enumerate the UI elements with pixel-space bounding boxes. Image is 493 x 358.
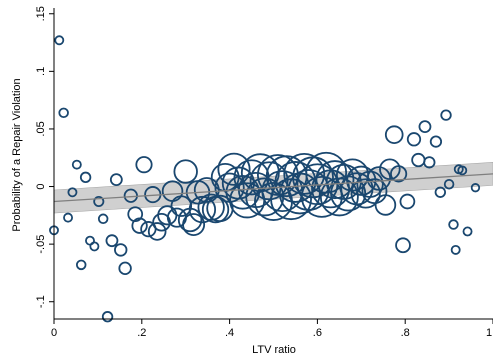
- y-tick-label-5: .15: [35, 6, 47, 21]
- data-point-40: [217, 152, 251, 186]
- data-point-61: [305, 151, 348, 194]
- data-point-1: [54, 35, 65, 46]
- y-tick-label-0: -.1: [35, 295, 47, 308]
- data-point-23: [147, 222, 167, 241]
- data-point-72: [361, 178, 388, 205]
- data-point-13: [105, 234, 119, 248]
- data-point-7: [79, 171, 92, 183]
- data-point-46: [240, 153, 280, 193]
- data-point-86: [440, 109, 452, 121]
- data-point-84: [429, 135, 443, 148]
- data-point-88: [448, 219, 459, 230]
- x-tick-label-4: .8: [401, 327, 410, 339]
- x-tick-label-1: .2: [137, 327, 146, 339]
- data-point-82: [418, 120, 432, 134]
- x-tick-label-3: .6: [313, 327, 322, 339]
- data-point-9: [89, 241, 100, 252]
- data-point-3: [63, 212, 73, 223]
- data-point-87: [443, 178, 455, 190]
- data-point-20: [135, 156, 153, 174]
- data-point-63: [315, 160, 355, 200]
- data-point-29: [173, 159, 198, 184]
- data-point-6: [75, 259, 87, 271]
- data-point-89: [450, 244, 461, 255]
- x-tick-label-5: 1: [486, 327, 492, 339]
- data-point-28: [170, 195, 193, 217]
- data-point-76: [384, 125, 404, 145]
- x-tick-label-2: .4: [225, 327, 234, 339]
- data-point-48: [249, 161, 289, 201]
- y-tick-label-2: 0: [35, 183, 47, 189]
- points-layer: [49, 35, 481, 323]
- data-point-18: [127, 206, 144, 223]
- data-point-91: [457, 165, 468, 176]
- data-point-83: [423, 156, 436, 169]
- data-point-78: [395, 237, 411, 254]
- data-point-56: [283, 152, 326, 195]
- data-point-79: [399, 193, 416, 210]
- data-point-92: [462, 226, 473, 237]
- data-point-75: [379, 158, 401, 181]
- data-point-35: [197, 193, 225, 221]
- x-tick-label-0: 0: [51, 327, 57, 339]
- data-point-80: [406, 132, 422, 147]
- y-tick-label-3: .05: [35, 121, 47, 136]
- data-point-85: [434, 186, 446, 198]
- data-point-4: [67, 187, 78, 198]
- data-point-93: [470, 183, 481, 193]
- data-point-2: [58, 107, 69, 119]
- data-point-19: [131, 217, 148, 234]
- data-point-14: [109, 173, 123, 187]
- data-point-12: [101, 311, 114, 323]
- data-point-77: [390, 165, 408, 183]
- data-point-16: [118, 261, 132, 276]
- data-point-10: [93, 195, 105, 208]
- fit-line-layer: [53, 173, 493, 203]
- data-point-11: [97, 213, 109, 225]
- fit-line: [53, 173, 493, 203]
- y-axis-title: Probability of a Repair Violation: [11, 78, 23, 231]
- x-axis-title: LTV ratio: [252, 344, 296, 356]
- y-tick-label-1: -.05: [35, 235, 47, 254]
- data-point-31: [182, 213, 206, 237]
- y-tick-label-4: .1: [35, 67, 47, 76]
- data-point-5: [71, 159, 82, 170]
- axes-layer: 0 .2 .4 .6 .8 1 -.1 -.05 0 .05 .1 .15: [35, 6, 493, 339]
- data-point-74: [374, 194, 397, 216]
- data-point-15: [114, 243, 128, 257]
